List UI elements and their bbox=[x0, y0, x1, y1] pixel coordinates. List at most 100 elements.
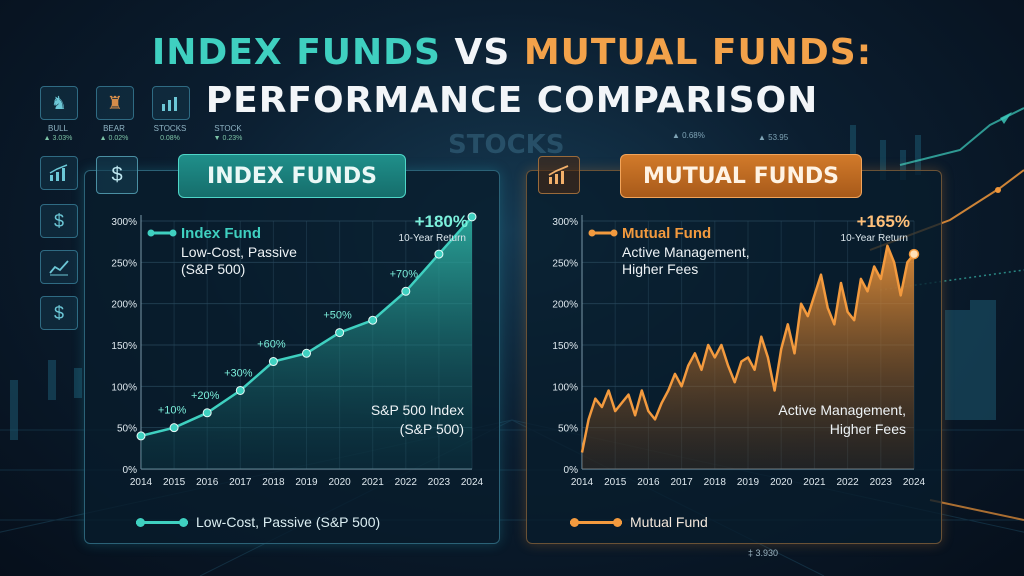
y-tick-label: 50% bbox=[558, 424, 578, 435]
mini-label-stock: STOCK bbox=[214, 124, 242, 133]
x-tick-label: 2023 bbox=[428, 477, 451, 488]
mini-value-bear: ▲ 0.02% bbox=[99, 135, 129, 142]
legend-marker-dot bbox=[610, 229, 618, 237]
y-tick-label: 300% bbox=[552, 217, 578, 228]
x-tick-label: 2023 bbox=[870, 477, 893, 488]
data-point bbox=[202, 408, 212, 418]
money-bag-icon: $ bbox=[40, 204, 78, 238]
x-tick-label: 2024 bbox=[903, 477, 926, 488]
legend-subtitle: Active Management, bbox=[622, 244, 750, 260]
y-tick-label: 200% bbox=[552, 300, 578, 311]
ticker-1: ▲ 0.68% bbox=[672, 131, 705, 140]
data-point bbox=[169, 423, 179, 433]
x-tick-label: 2017 bbox=[229, 477, 252, 488]
data-point bbox=[335, 328, 345, 338]
title-mutual-funds: MUTUAL FUNDS: bbox=[523, 32, 873, 73]
data-point bbox=[368, 315, 378, 325]
mutual-bottom-legend: Mutual Fund bbox=[570, 514, 708, 530]
y-tick-label: 250% bbox=[111, 258, 137, 269]
point-label: +70% bbox=[390, 268, 419, 280]
series-area bbox=[141, 216, 472, 469]
y-tick-label: 200% bbox=[111, 300, 137, 311]
x-tick-label: 2014 bbox=[571, 477, 594, 488]
x-tick-label: 2020 bbox=[328, 477, 351, 488]
annotation-text: S&P 500 Index bbox=[371, 402, 464, 418]
end-point bbox=[908, 248, 920, 260]
x-tick-label: 2024 bbox=[461, 477, 484, 488]
x-tick-label: 2021 bbox=[803, 477, 826, 488]
return-label: 10-Year Return bbox=[841, 233, 908, 244]
coin-bag-icon: $ bbox=[40, 296, 78, 330]
index-funds-badge: INDEX FUNDS bbox=[178, 154, 406, 198]
mini-label-bull: BULL bbox=[47, 124, 68, 133]
annotation-text: (S&P 500) bbox=[400, 421, 464, 437]
data-point bbox=[136, 431, 146, 441]
series-line bbox=[580, 244, 915, 453]
return-value: +165% bbox=[857, 212, 910, 231]
ticker-2: ▲ 53.95 bbox=[758, 133, 789, 142]
x-tick-label: 2018 bbox=[262, 477, 285, 488]
data-point bbox=[268, 357, 278, 367]
page-title-line2: PERFORMANCE COMPARISON bbox=[205, 80, 819, 121]
index-bottom-legend: Low-Cost, Passive (S&P 500) bbox=[136, 514, 380, 530]
x-tick-label: 2015 bbox=[163, 477, 186, 488]
background-stocks-text: STOCKS bbox=[448, 130, 565, 160]
x-tick-label: 2022 bbox=[395, 477, 418, 488]
data-point bbox=[434, 249, 444, 259]
x-tick-label: 2016 bbox=[637, 477, 660, 488]
x-tick-label: 2019 bbox=[295, 477, 318, 488]
y-tick-label: 300% bbox=[111, 217, 137, 228]
point-label: +10% bbox=[158, 405, 187, 417]
x-tick-label: 2018 bbox=[704, 477, 727, 488]
legend-marker-dot bbox=[147, 229, 155, 237]
y-tick-label: 150% bbox=[552, 341, 578, 352]
bottom-number: ‡ 3.930 bbox=[748, 548, 779, 558]
bear-icon: ♜ bbox=[96, 86, 134, 120]
data-point bbox=[401, 286, 411, 296]
legend-title: Mutual Fund bbox=[622, 225, 711, 242]
y-tick-label: 100% bbox=[111, 382, 137, 393]
money-bag-icon: $ bbox=[96, 156, 138, 194]
legend-line-orange bbox=[570, 517, 622, 527]
growth-chart-icon bbox=[40, 156, 78, 190]
y-tick-label: 250% bbox=[552, 258, 578, 269]
y-tick-label: 0% bbox=[564, 465, 579, 476]
point-label: +60% bbox=[257, 339, 286, 351]
y-tick-label: 0% bbox=[123, 465, 138, 476]
title-index-funds: INDEX FUNDS bbox=[151, 32, 441, 73]
bull-icon: ♞ bbox=[40, 86, 78, 120]
point-label: +20% bbox=[191, 390, 220, 402]
y-tick-label: 100% bbox=[552, 382, 578, 393]
legend-subtitle: (S&P 500) bbox=[181, 261, 245, 277]
mutual-fund-chart: 0% 50% 100% 150% 200% 250% 300% 2014 2015 2016 201… bbox=[552, 212, 925, 488]
line-chart-icon bbox=[40, 250, 78, 284]
legend-title: Index Fund bbox=[181, 225, 261, 242]
return-label: 10-Year Return bbox=[399, 233, 466, 244]
mini-value-stock: ▼ 0.23% bbox=[213, 135, 243, 142]
page-title-line1: INDEX FUNDS VS MUTUAL FUNDS: bbox=[0, 32, 1024, 73]
mutual-funds-badge: MUTUAL FUNDS bbox=[620, 154, 862, 198]
x-tick-label: 2021 bbox=[362, 477, 385, 488]
x-tick-label: 2015 bbox=[604, 477, 627, 488]
x-tick-label: 2017 bbox=[670, 477, 693, 488]
annotation-text: Higher Fees bbox=[830, 421, 906, 437]
mini-label-stocks: STOCKS bbox=[153, 124, 187, 133]
point-label: +50% bbox=[323, 310, 352, 322]
legend-line-teal bbox=[136, 517, 188, 527]
data-point bbox=[235, 385, 245, 395]
y-tick-label: 150% bbox=[111, 341, 137, 352]
legend-marker-dot bbox=[588, 229, 596, 237]
index-bottom-legend-label: Low-Cost, Passive (S&P 500) bbox=[196, 514, 381, 530]
growth-chart-icon bbox=[538, 156, 580, 194]
title-vs: VS bbox=[454, 32, 511, 73]
stocks-chart-icon bbox=[152, 86, 190, 120]
legend-subtitle: Higher Fees bbox=[622, 261, 698, 277]
x-tick-label: 2019 bbox=[737, 477, 760, 488]
mutual-bottom-legend-label: Mutual Fund bbox=[630, 514, 708, 530]
data-point bbox=[302, 348, 311, 358]
point-label: +30% bbox=[224, 367, 253, 379]
annotation-text: Active Management, bbox=[778, 402, 906, 418]
y-tick-label: 50% bbox=[117, 424, 137, 435]
legend-subtitle: Low-Cost, Passive bbox=[181, 244, 297, 260]
x-tick-label: 2014 bbox=[130, 477, 153, 488]
